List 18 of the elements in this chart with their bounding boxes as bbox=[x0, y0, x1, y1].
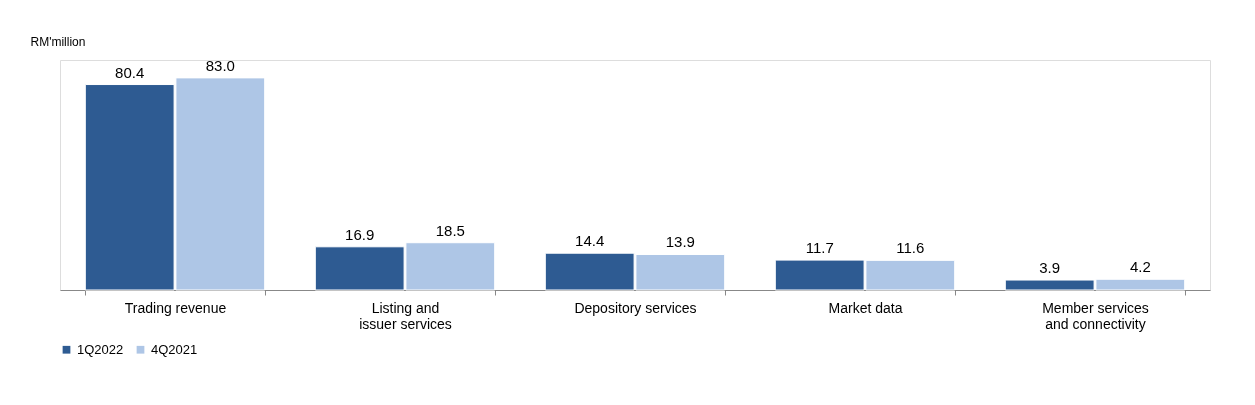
data-label: 14.4 bbox=[575, 232, 605, 250]
data-label: 83.0 bbox=[205, 56, 235, 74]
x-tick-label: Market data bbox=[828, 299, 903, 316]
x-tick-label: Listing and issuer services bbox=[359, 299, 452, 332]
x-tick-label: Member services and connectivity bbox=[1042, 299, 1149, 332]
data-label: 16.9 bbox=[345, 225, 375, 243]
data-label: 3.9 bbox=[1039, 259, 1061, 277]
data-label: 11.6 bbox=[896, 239, 925, 257]
data-label: 13.9 bbox=[665, 233, 695, 251]
y-axis-title: RM'million bbox=[30, 34, 86, 49]
data-label: 11.7 bbox=[805, 239, 834, 257]
legend-label: 4Q2021 bbox=[151, 341, 198, 357]
data-label: 4.2 bbox=[1129, 258, 1151, 276]
data-label: 18.5 bbox=[435, 221, 465, 239]
x-tick-label: Trading revenue bbox=[124, 299, 227, 316]
x-tick-label: Depository services bbox=[574, 299, 697, 316]
data-label: 80.4 bbox=[115, 63, 145, 81]
legend-label: 1Q2022 bbox=[77, 341, 124, 357]
